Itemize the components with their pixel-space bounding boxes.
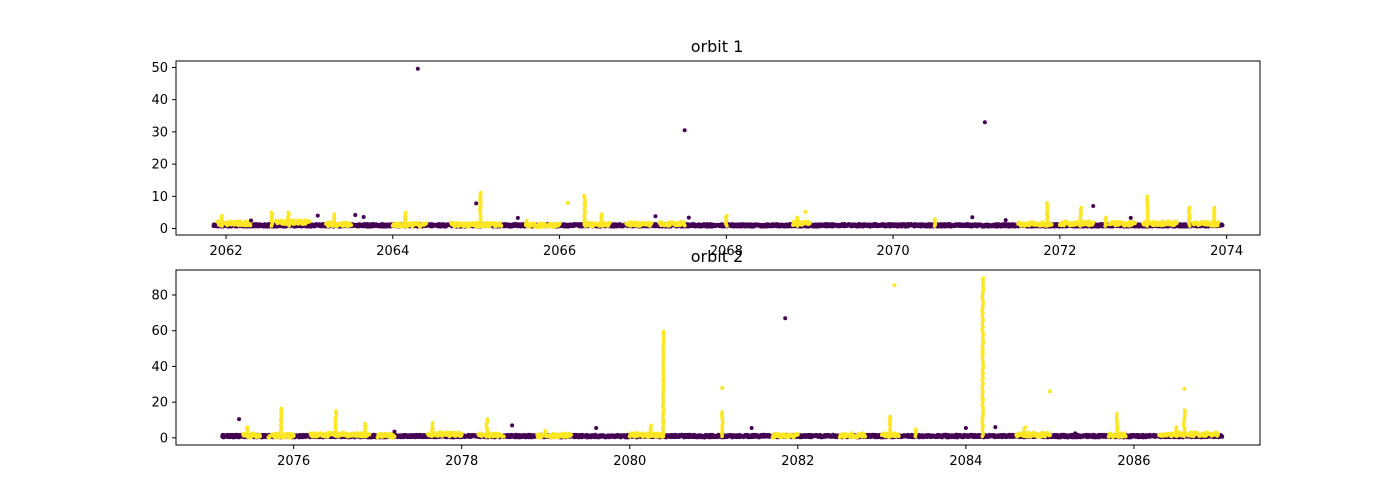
baseline-point-3288 — [1175, 221, 1179, 225]
spike-point-3347 — [270, 211, 274, 215]
baseline-point-3325 — [1216, 220, 1220, 224]
orbit-2-title: orbit 2 — [691, 247, 744, 266]
outlier-point-3582 — [353, 213, 357, 217]
orbit-1-marks — [212, 67, 1225, 230]
spike-point-3520 — [1104, 215, 1108, 219]
spike-point-3573 — [1213, 206, 1217, 210]
baseline-point-2760 — [307, 220, 311, 224]
baseline-point-2710 — [248, 223, 252, 227]
outlier-point-3583 — [362, 215, 366, 219]
x-tick-label: 2074 — [1210, 244, 1243, 259]
outlier-point-3589 — [249, 219, 253, 223]
spike-point-3408 — [479, 191, 483, 195]
spike-point-3335 — [220, 214, 224, 218]
outlier-point-3590 — [1004, 218, 1008, 222]
outlier-point-3578 — [566, 201, 570, 205]
baseline-point-3202 — [1091, 221, 1095, 225]
spike-point-3511 — [1079, 206, 1083, 210]
x-tick-label: 2064 — [376, 244, 409, 259]
outlier-point-3586 — [687, 216, 691, 220]
baseline-point-2846 — [424, 221, 428, 225]
baseline-point-3104 — [808, 221, 812, 225]
spike-point-3439 — [582, 194, 586, 198]
y-tick-label: 10 — [151, 190, 168, 205]
y-tick-label: 20 — [151, 158, 168, 173]
spike-point-3450 — [600, 212, 604, 216]
spike-point-3415 — [525, 219, 529, 223]
orbit-2-marks — [220, 276, 1224, 439]
spike-point-3359 — [286, 211, 290, 215]
outlier-point-3579 — [804, 210, 808, 214]
y-tick-label: 50 — [151, 61, 168, 76]
baseline-point-3042 — [649, 221, 653, 225]
spike-point-3469 — [795, 215, 799, 219]
outlier-point-3580 — [1091, 204, 1095, 208]
spike-point-3370 — [333, 212, 337, 216]
baseline-point-3005 — [608, 221, 612, 225]
outlier-point-3584 — [516, 216, 520, 220]
spike-point-3477 — [933, 217, 937, 221]
y-tick-label: 0 — [160, 222, 168, 237]
baseline-point-2968 — [558, 222, 562, 226]
outlier-point-3585 — [653, 214, 657, 218]
outlier-point-3588 — [1129, 216, 1133, 220]
orbit-1-y-axis: 0 10 20 30 40 50 — [151, 61, 176, 237]
outlier-point-3577 — [474, 201, 478, 205]
y-tick-label: 40 — [151, 93, 168, 108]
spike-point-3496 — [1045, 201, 1049, 205]
x-tick-label: 2070 — [877, 244, 910, 259]
spike-point-3558 — [1188, 206, 1192, 210]
baseline-point-3079 — [683, 223, 687, 227]
outlier-point-3587 — [970, 215, 974, 219]
spike-point-3543 — [1145, 195, 1149, 199]
x-tick-label: 2062 — [209, 244, 242, 259]
outlier-point-3581 — [316, 214, 320, 218]
spike-point-3460 — [725, 214, 729, 218]
baseline-point-3153 — [1050, 223, 1054, 227]
outlier-point-3575 — [683, 128, 687, 132]
baseline-point-2797 — [349, 223, 353, 227]
orbit-1-title: orbit 1 — [691, 37, 744, 56]
baseline-point-3239 — [1133, 221, 1137, 225]
baseline-point-2919 — [499, 224, 503, 228]
orbit-1-plot-frame — [176, 61, 1260, 235]
x-tick-label: 2072 — [1043, 244, 1076, 259]
spike-point-3382 — [404, 211, 408, 215]
outlier-point-3576 — [983, 120, 987, 124]
baseline-point-2662 — [1220, 223, 1224, 227]
y-tick-label: 30 — [151, 125, 168, 140]
x-tick-label: 2066 — [543, 244, 576, 259]
outlier-point-3574 — [416, 67, 420, 71]
